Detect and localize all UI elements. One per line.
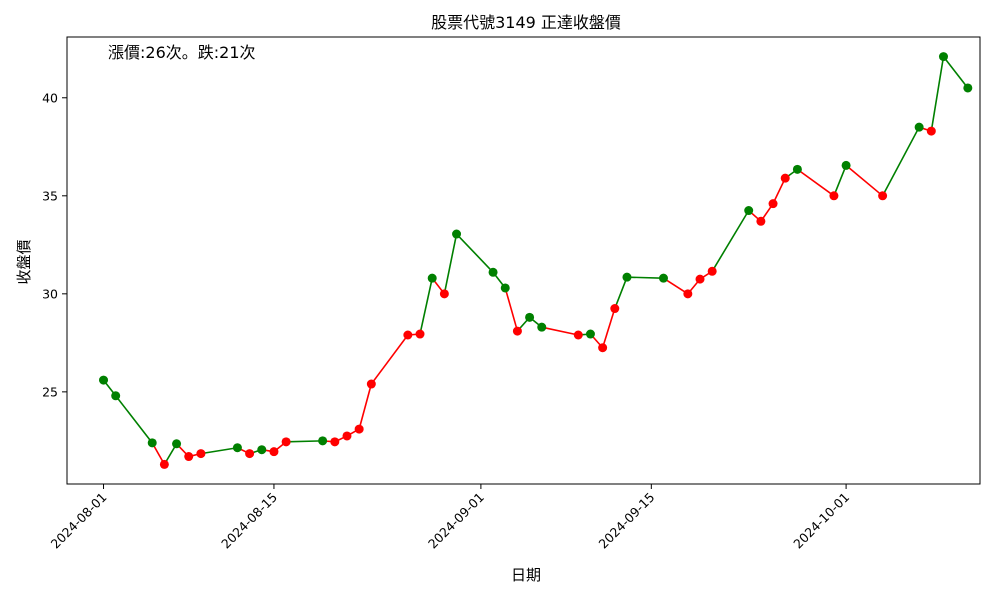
price-point [963, 83, 973, 93]
price-point [281, 437, 291, 447]
price-segment [286, 440, 323, 443]
price-segment [930, 56, 945, 132]
price-point [780, 173, 790, 183]
price-point [512, 326, 522, 336]
y-axis-label: 收盤價 [15, 239, 33, 284]
up-down-count-annotation: 漲價:26次。跌:21次 [108, 43, 256, 62]
price-points [99, 52, 973, 469]
price-point [269, 447, 279, 457]
x-axis: 2024-08-01 2024-08-15 2024-09-01 2024-09-15… [48, 484, 852, 552]
price-point [622, 272, 632, 282]
price-point [366, 379, 376, 389]
price-point [841, 160, 851, 170]
price-point [452, 229, 462, 239]
price-point [573, 330, 583, 340]
price-segment [942, 56, 969, 89]
price-point [878, 191, 888, 201]
y-tick-label: 35 [42, 188, 58, 203]
price-segment [115, 395, 153, 444]
price-segment [200, 446, 238, 455]
price-point [658, 273, 668, 283]
x-tick-label: 2024-09-15 [595, 490, 657, 552]
price-point [427, 273, 437, 283]
x-tick-label: 2024-08-15 [218, 490, 280, 552]
price-point [318, 436, 328, 446]
x-tick-label: 2024-10-01 [790, 490, 852, 552]
price-segment [626, 276, 664, 279]
price-point [342, 431, 352, 441]
price-segment [358, 383, 373, 430]
price-point [525, 312, 535, 322]
price-segment [541, 326, 579, 336]
x-axis-label: 日期 [511, 566, 541, 584]
price-segment [663, 277, 689, 295]
price-point [707, 266, 717, 276]
price-segment [711, 210, 750, 272]
price-point [610, 304, 620, 314]
price-point [768, 199, 778, 209]
price-point [695, 274, 705, 284]
price-point [683, 289, 693, 299]
x-tick-label: 2024-09-01 [425, 490, 487, 552]
price-segment [614, 276, 628, 309]
price-point [257, 445, 267, 455]
price-point [598, 343, 608, 353]
x-tick-label: 2024-08-01 [48, 490, 110, 552]
y-tick-label: 30 [42, 286, 58, 301]
price-point [744, 206, 754, 216]
price-point [756, 216, 766, 226]
y-tick-label: 25 [42, 384, 58, 399]
price-point [439, 289, 449, 299]
price-line-segments [102, 56, 969, 465]
price-segment [370, 334, 409, 385]
price-point [245, 449, 255, 459]
chart-title: 股票代號3149 正達收盤價 [431, 13, 621, 32]
price-segment [845, 164, 884, 197]
price-point [330, 437, 340, 447]
price-point [403, 330, 413, 340]
plot-area-frame [66, 36, 981, 485]
price-point [147, 438, 157, 448]
price-segment [419, 277, 433, 335]
price-point [172, 439, 182, 449]
y-axis: 25 30 35 40 [42, 90, 67, 399]
price-point [184, 452, 194, 462]
price-point [415, 329, 425, 339]
price-point [500, 283, 510, 293]
price-point [938, 52, 948, 62]
price-point [488, 267, 498, 277]
price-point [232, 443, 242, 453]
price-point [196, 449, 206, 459]
price-segment [443, 233, 458, 294]
price-segment [772, 177, 786, 204]
price-point [829, 191, 839, 201]
price-segment [881, 126, 920, 197]
price-segment [796, 168, 835, 197]
price-segment [504, 287, 519, 332]
price-point [99, 375, 109, 385]
price-segment [455, 233, 494, 273]
price-point [159, 459, 169, 469]
price-point [914, 122, 924, 132]
price-point [354, 424, 364, 434]
price-segment [833, 165, 847, 197]
price-point [585, 329, 595, 339]
y-tick-label: 40 [42, 90, 58, 105]
price-point [926, 126, 936, 136]
price-point [792, 164, 802, 174]
price-segment [601, 308, 616, 348]
price-point [111, 391, 121, 401]
price-point [537, 322, 547, 332]
